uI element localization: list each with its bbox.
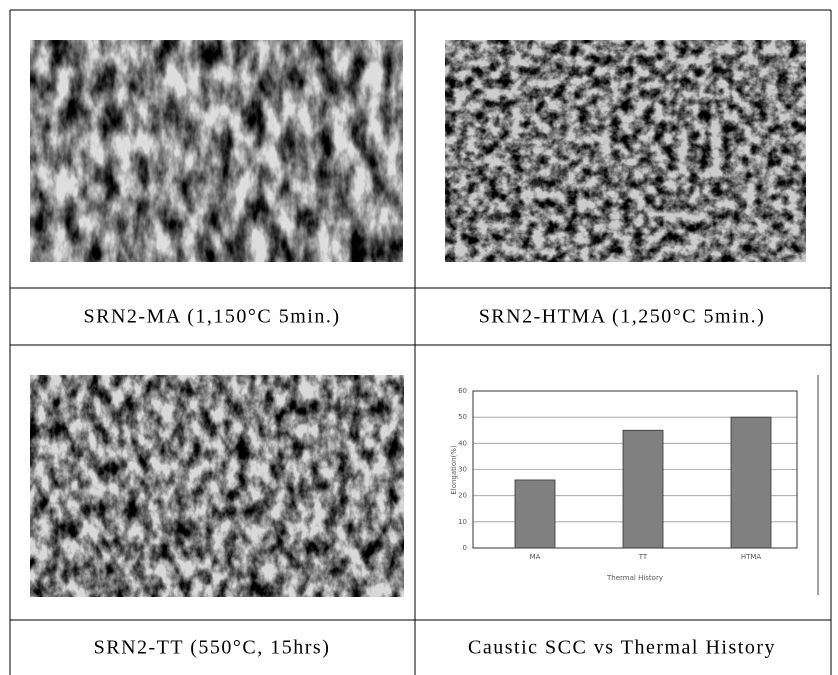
page: SRN2-MA (1,150°C 5min.) SRN2-HTMA (1,250… (0, 0, 838, 675)
x-tick-label: MA (530, 553, 541, 561)
bar (731, 417, 771, 548)
x-axis-label: Thermal History (606, 574, 663, 582)
y-tick-label: 60 (458, 387, 467, 395)
micrograph (445, 40, 806, 262)
caption: Caustic SCC vs Thermal History (468, 637, 776, 659)
y-tick-label: 40 (458, 439, 467, 447)
caption: SRN2-HTMA (1,250°C 5min.) (479, 306, 766, 328)
micrograph (30, 375, 404, 597)
y-tick-label: 0 (463, 544, 467, 552)
x-tick-label: HTMA (741, 553, 762, 561)
y-tick-label: 10 (458, 518, 467, 526)
micrograph (30, 40, 403, 262)
y-axis-label: Elongation(%) (450, 445, 458, 495)
y-tick-label: 50 (458, 413, 467, 421)
chart: Thermal History Elongation(%) 0 10 20 30 40 5… (450, 387, 797, 582)
y-tick-label: 30 (458, 466, 467, 474)
caption: SRN2-MA (1,150°C 5min.) (84, 306, 341, 328)
bar (623, 430, 663, 548)
y-tick-label: 20 (458, 492, 467, 500)
caption: SRN2-TT (550°C, 15hrs) (94, 637, 331, 659)
x-tick-label: TT (638, 553, 648, 561)
bar (515, 480, 555, 548)
